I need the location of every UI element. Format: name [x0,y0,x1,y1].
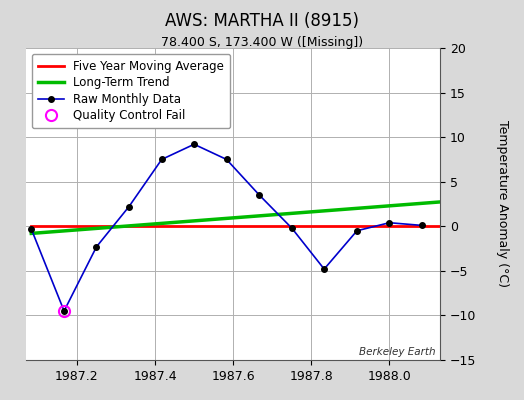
Line: Raw Monthly Data: Raw Monthly Data [28,142,424,314]
Raw Monthly Data [289,226,295,230]
Raw Monthly Data [93,244,100,249]
Text: 78.400 S, 173.400 W ([Missing]): 78.400 S, 173.400 W ([Missing]) [161,36,363,49]
Raw Monthly Data [191,142,197,147]
Raw Monthly Data [159,157,165,162]
Raw Monthly Data [28,226,35,231]
Raw Monthly Data [126,204,132,209]
Raw Monthly Data [61,308,67,313]
Raw Monthly Data [419,223,425,228]
Raw Monthly Data [354,228,360,233]
Raw Monthly Data [223,157,230,162]
Legend: Five Year Moving Average, Long-Term Trend, Raw Monthly Data, Quality Control Fai: Five Year Moving Average, Long-Term Tren… [32,54,230,128]
Y-axis label: Temperature Anomaly (°C): Temperature Anomaly (°C) [496,120,509,288]
Raw Monthly Data [386,220,392,225]
Raw Monthly Data [321,267,328,272]
Text: Berkeley Earth: Berkeley Earth [359,347,436,357]
Raw Monthly Data [256,193,263,198]
Text: AWS: MARTHA II (8915): AWS: MARTHA II (8915) [165,12,359,30]
